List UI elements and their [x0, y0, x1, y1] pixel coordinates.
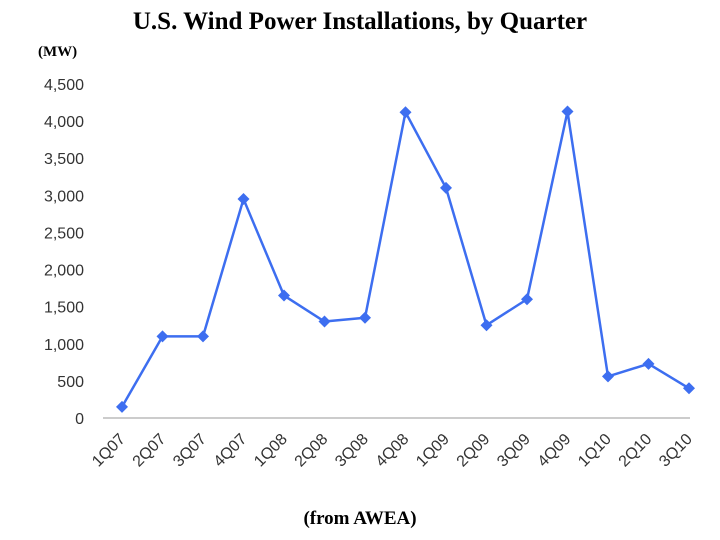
y-tick-label: 2,000: [44, 263, 84, 280]
x-tick-label: 1Q09: [413, 431, 453, 471]
y-tick-label: 2,500: [44, 225, 84, 242]
data-point-marker: [561, 105, 574, 118]
x-tick-label: 4Q07: [211, 431, 251, 471]
x-tick-label: 3Q10: [656, 431, 696, 471]
data-point-marker: [237, 193, 250, 206]
y-tick-label: 500: [57, 374, 84, 391]
chart-title: U.S. Wind Power Installations, by Quarte…: [132, 8, 588, 35]
x-tick-label: 1Q08: [251, 431, 291, 471]
y-tick-label: 1,000: [44, 337, 84, 354]
y-tick-label: 3,500: [44, 151, 84, 168]
y-tick-label: 4,000: [44, 114, 84, 131]
data-point-marker: [197, 330, 209, 343]
x-tick-label: 2Q07: [130, 431, 170, 471]
data-point-marker: [480, 319, 493, 332]
data-point-marker: [278, 289, 290, 302]
series-line: [120, 110, 690, 408]
data-point-marker: [602, 370, 614, 383]
x-tick-label: 4Q09: [535, 431, 575, 471]
data-point-marker: [116, 400, 128, 413]
data-point-marker: [399, 106, 412, 119]
x-axis-ticks: 1Q07 2Q07 3Q07 4Q07 1Q08 2Q08 3Q08 4Q08 1Q09 2Q09…: [89, 431, 696, 471]
data-point-marker: [156, 330, 169, 343]
y-tick-label: 1,500: [44, 300, 84, 317]
data-point-marker: [359, 311, 371, 324]
data-point-marker: [521, 293, 533, 306]
x-tick-label: 2Q10: [616, 431, 656, 471]
x-tick-label: 1Q07: [89, 431, 129, 471]
source-caption: (from AWEA): [303, 508, 417, 529]
series-group: [116, 105, 695, 413]
y-axis-unit-label: (MW): [38, 44, 78, 60]
x-tick-label: 2Q08: [292, 431, 332, 471]
y-tick-label: 3,000: [44, 188, 84, 205]
data-point-marker: [318, 315, 331, 328]
data-point-marker: [440, 181, 452, 194]
data-point-marker: [683, 382, 695, 395]
x-tick-label: 3Q08: [332, 431, 372, 471]
x-tick-label: 3Q09: [494, 431, 534, 471]
y-tick-label: 0: [75, 411, 84, 428]
x-tick-label: 3Q07: [170, 431, 210, 471]
y-tick-label: 4,500: [44, 77, 84, 94]
x-tick-label: 2Q09: [454, 431, 494, 471]
x-tick-label: 1Q10: [575, 431, 615, 471]
y-axis-ticks: 0 500 1,000 1,500 2,000 2,500 3,000 3,500 4,000 4…: [44, 77, 84, 428]
x-tick-label: 4Q08: [373, 431, 413, 471]
data-point-marker: [642, 357, 655, 370]
